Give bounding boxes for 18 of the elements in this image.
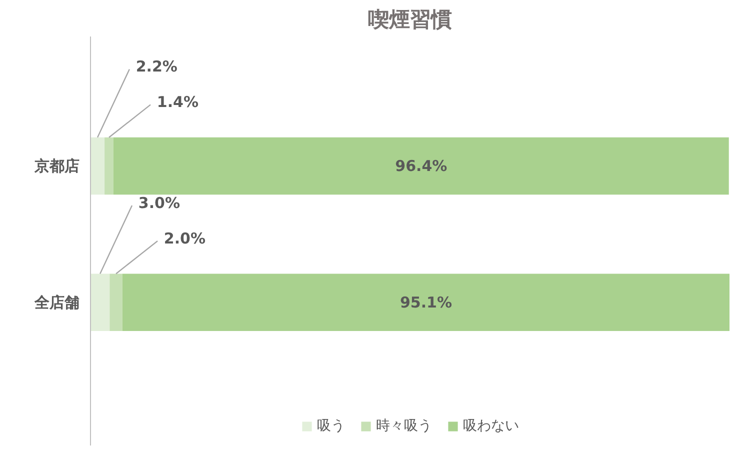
legend-label: 時々吸う xyxy=(376,417,432,435)
y-tick-label: 全店舗 xyxy=(34,293,80,312)
y-tick-label: 京都店 xyxy=(34,157,80,176)
bar xyxy=(90,137,105,195)
chart-title: 喫煙習慣 xyxy=(368,8,452,32)
data-label: 3.0% xyxy=(138,194,180,212)
legend-label: 吸う xyxy=(317,417,345,435)
bar xyxy=(113,137,729,195)
bar xyxy=(90,274,110,331)
data-label: 2.2% xyxy=(136,57,178,76)
bar xyxy=(122,274,730,331)
bar xyxy=(110,274,122,331)
data-label: 95.1% xyxy=(400,293,452,312)
data-label: 96.4% xyxy=(395,157,448,176)
bar xyxy=(104,137,114,195)
data-label: 2.0% xyxy=(164,229,206,248)
data-label: 1.4% xyxy=(156,92,198,111)
legend-label: 吸わない xyxy=(463,417,519,435)
